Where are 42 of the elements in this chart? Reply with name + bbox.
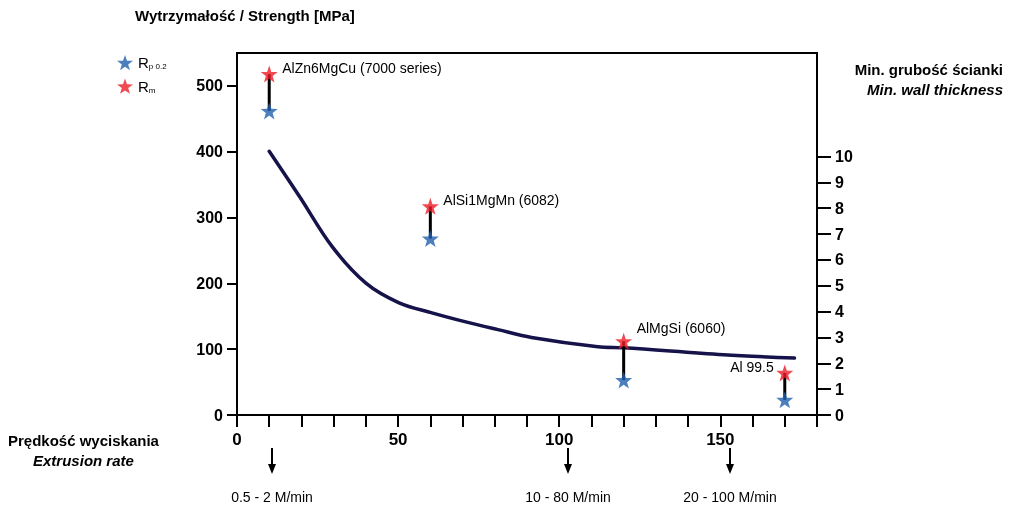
point <box>421 197 439 215</box>
y2-tick-label: 1 <box>835 380 844 398</box>
y2-tick-label: 4 <box>835 303 844 321</box>
y-tick-label: 300 <box>196 209 224 227</box>
y2-tick-label: 6 <box>835 251 844 269</box>
y-tick-label: 200 <box>196 274 224 292</box>
point <box>615 332 633 350</box>
line-series <box>267 149 797 360</box>
text: 20 - 100 M/min <box>683 489 777 505</box>
legend-label: Rp 0.2 <box>138 54 168 72</box>
x-tick-label: 0 <box>232 430 242 449</box>
y-axis-title: Wytrzymałość / Strength [MPa] <box>135 7 355 24</box>
annotation: AlSi1MgMn (6082) <box>443 192 560 209</box>
y2-tick-label: 3 <box>835 328 844 346</box>
legend-label: Rm <box>138 77 156 95</box>
y2-tick-label: 10 <box>835 147 853 165</box>
y-tick-label: 400 <box>196 143 224 161</box>
y2-tick-label: 5 <box>835 277 844 295</box>
y-tick-label: 100 <box>196 340 224 358</box>
point <box>260 102 278 120</box>
annotation: AlMgSi (6060) <box>636 320 726 337</box>
point <box>615 371 633 389</box>
y2-axis-title: Min. grubość ścianki Min. wall thickness <box>854 61 1003 98</box>
annotation: Al 99.5 <box>730 358 774 375</box>
y-tick-label: 0 <box>214 406 224 424</box>
y2-tick-label: 7 <box>835 225 844 243</box>
x-tick-label: 50 <box>388 430 408 449</box>
y2-tick-label: 2 <box>835 354 844 372</box>
point <box>421 230 439 248</box>
point <box>260 65 278 83</box>
y2-tick-label: 9 <box>835 173 844 191</box>
x-axis-title: Prędkość wyciskania Extrusion rate <box>7 432 160 469</box>
y-tick-label: 500 <box>196 77 224 95</box>
x-tick-label: 100 <box>545 430 574 449</box>
annotation: AlZn6MgCu (7000 series) <box>282 60 442 77</box>
point <box>776 391 794 409</box>
point <box>776 364 794 382</box>
y2-tick-label: 0 <box>835 406 844 424</box>
text: 10 - 80 M/min <box>525 489 611 505</box>
text: 0.5 - 2 M/min <box>231 489 313 505</box>
x-tick-label: 150 <box>706 430 735 449</box>
y2-tick-label: 8 <box>835 199 844 217</box>
